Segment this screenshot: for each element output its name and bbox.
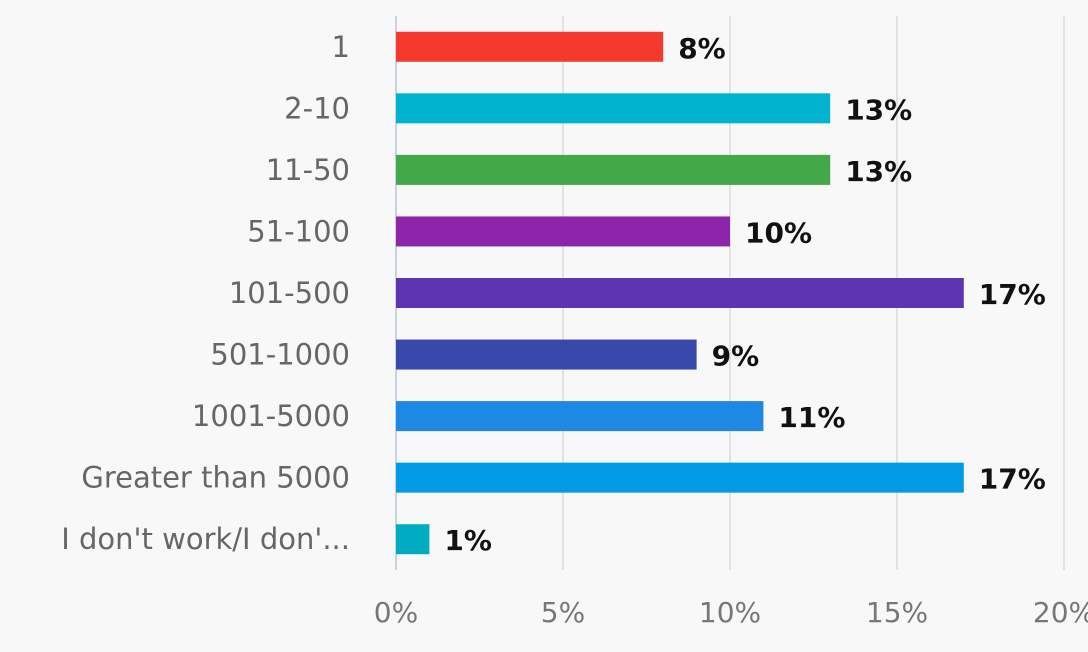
x-tick-label: 15%: [866, 596, 928, 629]
bar: [396, 524, 430, 555]
bar: [396, 31, 664, 62]
bar: [396, 154, 831, 185]
value-label: 8%: [678, 32, 726, 65]
x-tick-label: 10%: [699, 596, 761, 629]
y-tick-label: 1: [332, 30, 350, 64]
value-label: 13%: [845, 155, 912, 188]
x-tick-label: 20%: [1033, 596, 1088, 629]
bar: [396, 462, 964, 493]
value-label: 13%: [845, 93, 912, 126]
bar: [396, 278, 964, 308]
bar: [396, 93, 831, 124]
value-label: 17%: [979, 463, 1046, 496]
value-label: 1%: [444, 524, 492, 557]
bar: [396, 339, 697, 370]
x-tick-label: 5%: [541, 596, 585, 629]
y-tick-label: 101-500: [229, 276, 350, 310]
value-label: 10%: [745, 216, 812, 249]
y-tick-label: Greater than 5000: [81, 461, 350, 495]
value-label: 11%: [778, 401, 845, 434]
value-label: 17%: [979, 278, 1046, 311]
y-tick-label: 1001-5000: [192, 399, 350, 433]
y-tick-label: 11-50: [266, 153, 350, 187]
x-tick-label: 0%: [374, 596, 418, 629]
y-tick-label: I don't work/I don'...: [61, 522, 350, 556]
y-tick-label: 2-10: [284, 91, 350, 125]
bar: [396, 401, 764, 432]
value-label: 9%: [712, 340, 760, 373]
y-tick-label: 51-100: [247, 214, 350, 248]
bar: [396, 216, 730, 247]
y-tick-label: 501-1000: [210, 338, 350, 372]
